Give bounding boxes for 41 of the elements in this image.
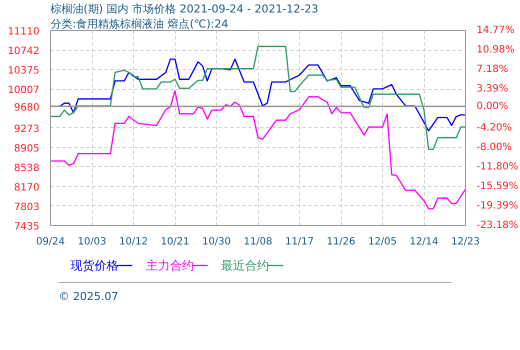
y-tick-label: 10007: [8, 85, 40, 96]
x-tick-label: 10/30: [202, 236, 231, 248]
x-tick-label: 10/21: [160, 236, 190, 248]
line-series: [50, 46, 466, 150]
x-tick-label: 11/17: [285, 236, 314, 248]
y-tick-label: 11110: [8, 26, 40, 38]
y2-tick-label: 14.77%: [476, 25, 515, 36]
text: © 2025.07: [58, 290, 118, 303]
x-tick-label: 11/26: [326, 236, 356, 248]
legend-label: 主力合约: [146, 258, 194, 272]
x-tick-label: 12/23: [451, 236, 480, 248]
y-tick-label: 10742: [8, 46, 40, 58]
y-tick-label: 7803: [14, 202, 40, 213]
y2-tick-label: -23.18%: [476, 220, 518, 231]
chart-subtitle: 分类:食用精炼棕榈液油 熔点(℃):24: [50, 18, 228, 30]
y2-tick-label: -15.59%: [476, 181, 518, 192]
y-tick-label: 10375: [8, 66, 40, 76]
x-tick-label: 10/12: [119, 236, 148, 248]
y2-tick-label: 7.18%: [476, 64, 508, 75]
y2-tick-label: -4.20%: [476, 122, 512, 134]
y2-tick-label: -19.39%: [476, 200, 518, 212]
y2-tick-label: 0.00%: [476, 100, 508, 112]
y2-tick-label: 3.39%: [476, 83, 508, 94]
x-tick-label: 09/24: [36, 236, 65, 248]
x-tick-label: 12/14: [410, 236, 438, 248]
y-tick-label: 8905: [14, 144, 40, 154]
x-tick-label: 11/08: [244, 236, 272, 248]
y-tick-label: 8170: [14, 182, 40, 194]
y-tick-label: 7435: [14, 222, 40, 232]
y2-tick-label: 10.98%: [476, 44, 515, 56]
y-tick-label: 9680: [14, 102, 40, 114]
x-tick-label: 12/05: [368, 236, 397, 248]
y2-tick-label: -11.80%: [476, 162, 518, 173]
y-tick-label: 8538: [14, 162, 40, 174]
y2-tick-label: -8.00%: [476, 142, 512, 153]
line-series: [50, 90, 466, 210]
x-tick-label: 10/03: [78, 236, 106, 248]
chart-title: 棕榈油(期) 国内 市场价格 2021-09-24 - 2021-12-23: [50, 2, 318, 16]
y-tick-label: 9273: [14, 124, 40, 135]
legend-label: 现货价格: [70, 258, 118, 272]
legend-label: 最近合约: [221, 258, 270, 272]
